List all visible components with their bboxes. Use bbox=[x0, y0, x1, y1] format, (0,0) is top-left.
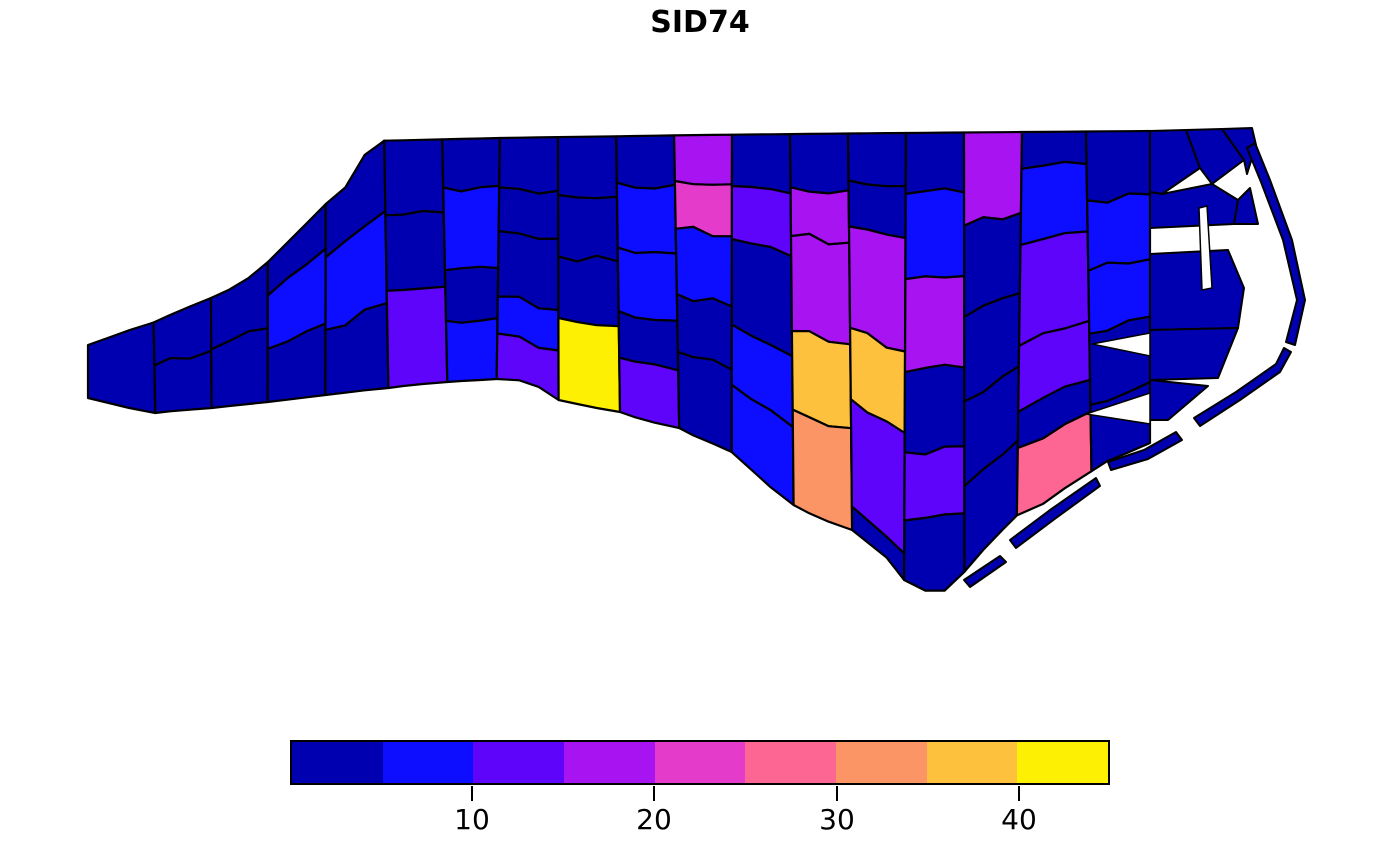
colorbar-tick bbox=[471, 786, 473, 801]
county-polygon bbox=[385, 285, 449, 390]
county-polygon bbox=[1233, 187, 1259, 225]
outer-banks-polygon bbox=[1009, 477, 1101, 549]
county-polygon bbox=[903, 363, 966, 456]
county-polygon bbox=[789, 232, 852, 346]
county-polygon bbox=[788, 132, 850, 195]
colorbar-tick-label: 10 bbox=[454, 803, 490, 836]
colorbar-segment bbox=[564, 742, 655, 783]
county-polygon bbox=[672, 133, 734, 186]
county-polygon bbox=[557, 316, 622, 414]
colorbar-segment bbox=[292, 742, 383, 783]
county-polygon bbox=[615, 181, 678, 255]
county-polygon bbox=[791, 408, 854, 532]
outer-banks-polygon bbox=[1107, 431, 1183, 471]
county-polygon bbox=[903, 275, 966, 374]
outer-banks-polygon bbox=[963, 555, 1007, 588]
county-polygon bbox=[730, 133, 792, 195]
colorbar-tick-label: 30 bbox=[819, 803, 855, 836]
colorbar-segment bbox=[382, 742, 474, 783]
water-inlet bbox=[1198, 205, 1213, 291]
colorbar-tick-label: 20 bbox=[636, 803, 672, 836]
county-polygon bbox=[1085, 192, 1152, 272]
county-polygon bbox=[903, 445, 966, 522]
county-polygon bbox=[444, 317, 499, 384]
county-polygon bbox=[384, 209, 447, 292]
county-polygon bbox=[443, 265, 500, 324]
county-polygon bbox=[962, 130, 1024, 227]
county-polygon bbox=[904, 187, 966, 281]
outer-banks-polygon bbox=[1246, 142, 1306, 346]
county-polygon bbox=[441, 136, 501, 193]
water-inlet bbox=[1091, 332, 1151, 357]
county-polygon bbox=[1149, 129, 1201, 195]
county-polygon bbox=[557, 254, 620, 328]
county-polygon bbox=[498, 136, 560, 195]
colorbar-segment bbox=[473, 742, 565, 783]
county-polygon bbox=[616, 246, 679, 322]
county-polygon bbox=[1149, 249, 1245, 331]
county-polygon bbox=[442, 184, 501, 272]
colorbar-tick-label: 40 bbox=[1001, 803, 1037, 836]
county-polygon bbox=[86, 321, 157, 415]
county-polygon bbox=[383, 138, 445, 217]
county-polygon bbox=[674, 225, 734, 308]
colorbar-segment bbox=[926, 742, 1018, 783]
colorbar-tick bbox=[653, 786, 655, 801]
plot-title: SID74 bbox=[650, 5, 750, 40]
county-polygon bbox=[1185, 128, 1245, 185]
colorbar-segment bbox=[1017, 742, 1109, 783]
colorbar-segment bbox=[836, 742, 927, 783]
county-polygon bbox=[556, 135, 619, 200]
county-polygon bbox=[676, 350, 733, 454]
county-polygon bbox=[618, 356, 681, 430]
colorbar-tick bbox=[836, 786, 838, 801]
water-inlet bbox=[1085, 391, 1151, 425]
outer-banks-polygon bbox=[1193, 347, 1292, 427]
county-polygon bbox=[1149, 327, 1239, 381]
colorbar-segment bbox=[745, 742, 837, 783]
county-polygon bbox=[902, 512, 966, 592]
county-polygon bbox=[904, 131, 966, 195]
county-polygon bbox=[846, 131, 908, 188]
colorbar-segment bbox=[654, 742, 746, 783]
county-polygon bbox=[556, 193, 620, 263]
colorbar-tick bbox=[1018, 786, 1020, 801]
colorbar bbox=[290, 740, 1110, 785]
county-polygon bbox=[614, 134, 677, 190]
county-polygon bbox=[1084, 129, 1152, 204]
